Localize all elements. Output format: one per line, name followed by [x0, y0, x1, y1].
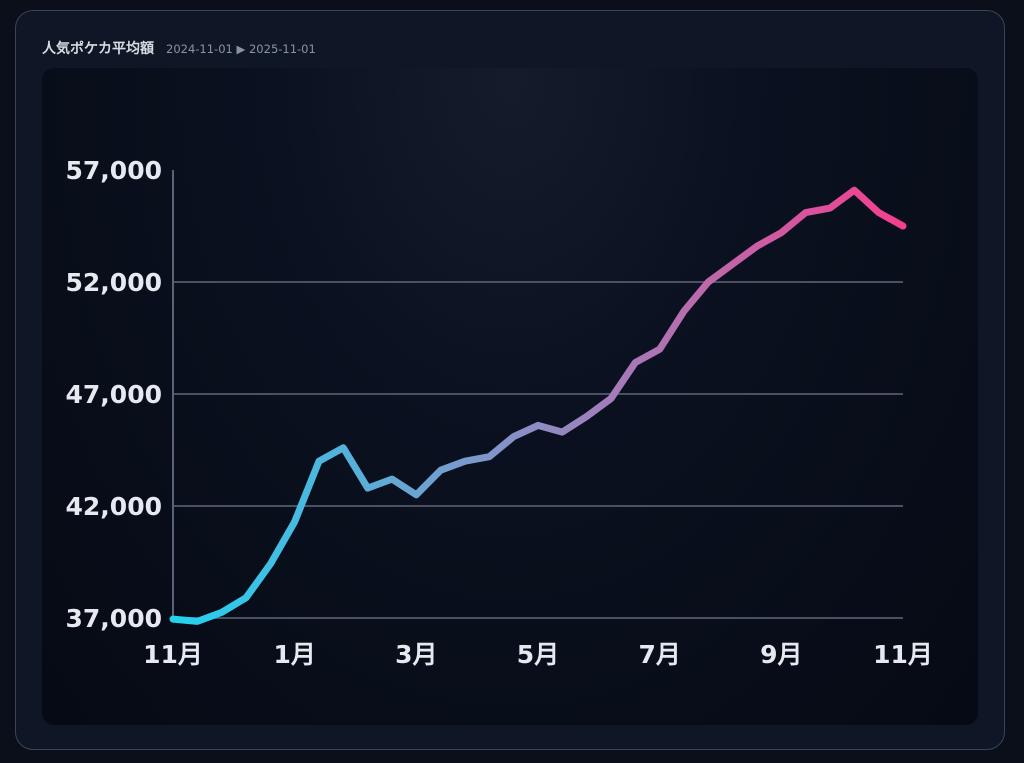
x-tick-label: 7月: [638, 640, 680, 669]
chart-card: 人気ポケカ平均額 2024-11-01 ▶ 2025-11-01 37,000 4…: [15, 10, 1005, 750]
plot-panel: 37,000 42,000 47,000 52,000 57,000 11月 1月 3月 5月 7…: [42, 68, 978, 725]
x-tick-label: 3月: [395, 640, 437, 669]
y-tick-label: 37,000: [66, 604, 162, 633]
date-range: 2024-11-01 ▶ 2025-11-01: [166, 42, 316, 56]
chart-title: 人気ポケカ平均額: [42, 41, 154, 57]
x-tick-label: 5月: [517, 640, 559, 669]
x-tick-label: 11月: [143, 640, 203, 669]
y-tick-label: 57,000: [66, 156, 162, 185]
x-tick-label: 1月: [273, 640, 315, 669]
y-tick-label: 42,000: [66, 492, 162, 521]
line-chart: 37,000 42,000 47,000 52,000 57,000 11月 1月 3月 5月 7…: [66, 156, 933, 669]
series-line: [169, 186, 907, 625]
chart-header: 人気ポケカ平均額 2024-11-01 ▶ 2025-11-01: [42, 38, 316, 58]
y-tick-label: 47,000: [66, 380, 162, 409]
y-tick-label: 52,000: [66, 268, 162, 297]
x-tick-label: 11月: [873, 640, 933, 669]
x-tick-label: 9月: [760, 640, 802, 669]
